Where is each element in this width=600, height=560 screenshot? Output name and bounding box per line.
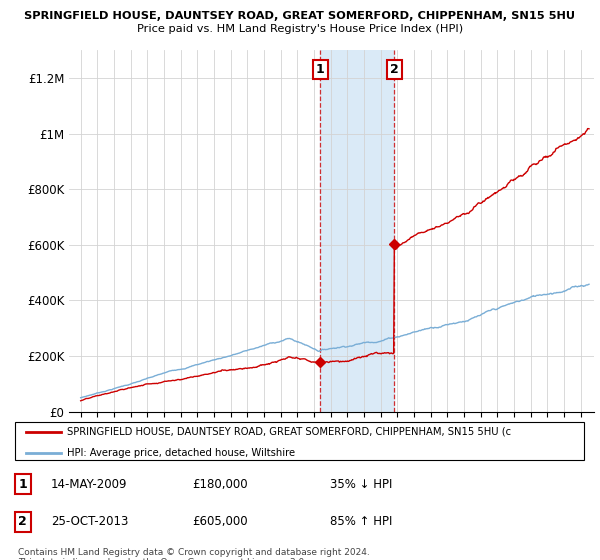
Text: HPI: Average price, detached house, Wiltshire: HPI: Average price, detached house, Wilt… <box>67 448 295 458</box>
Text: 85% ↑ HPI: 85% ↑ HPI <box>330 515 392 529</box>
Text: 2: 2 <box>19 515 27 529</box>
Text: 35% ↓ HPI: 35% ↓ HPI <box>330 478 392 491</box>
Text: 25-OCT-2013: 25-OCT-2013 <box>51 515 128 529</box>
Text: Contains HM Land Registry data © Crown copyright and database right 2024.
This d: Contains HM Land Registry data © Crown c… <box>18 548 370 560</box>
Text: £180,000: £180,000 <box>192 478 248 491</box>
Text: 14-MAY-2009: 14-MAY-2009 <box>51 478 128 491</box>
Text: 2: 2 <box>390 63 399 76</box>
Text: SPRINGFIELD HOUSE, DAUNTSEY ROAD, GREAT SOMERFORD, CHIPPENHAM, SN15 5HU: SPRINGFIELD HOUSE, DAUNTSEY ROAD, GREAT … <box>25 11 575 21</box>
Bar <box>320 50 394 412</box>
FancyBboxPatch shape <box>15 422 584 460</box>
Text: 1: 1 <box>316 63 325 76</box>
Text: Price paid vs. HM Land Registry's House Price Index (HPI): Price paid vs. HM Land Registry's House … <box>137 24 463 34</box>
Text: 1: 1 <box>19 478 27 491</box>
Text: £605,000: £605,000 <box>192 515 248 529</box>
Text: SPRINGFIELD HOUSE, DAUNTSEY ROAD, GREAT SOMERFORD, CHIPPENHAM, SN15 5HU (c: SPRINGFIELD HOUSE, DAUNTSEY ROAD, GREAT … <box>67 427 511 437</box>
